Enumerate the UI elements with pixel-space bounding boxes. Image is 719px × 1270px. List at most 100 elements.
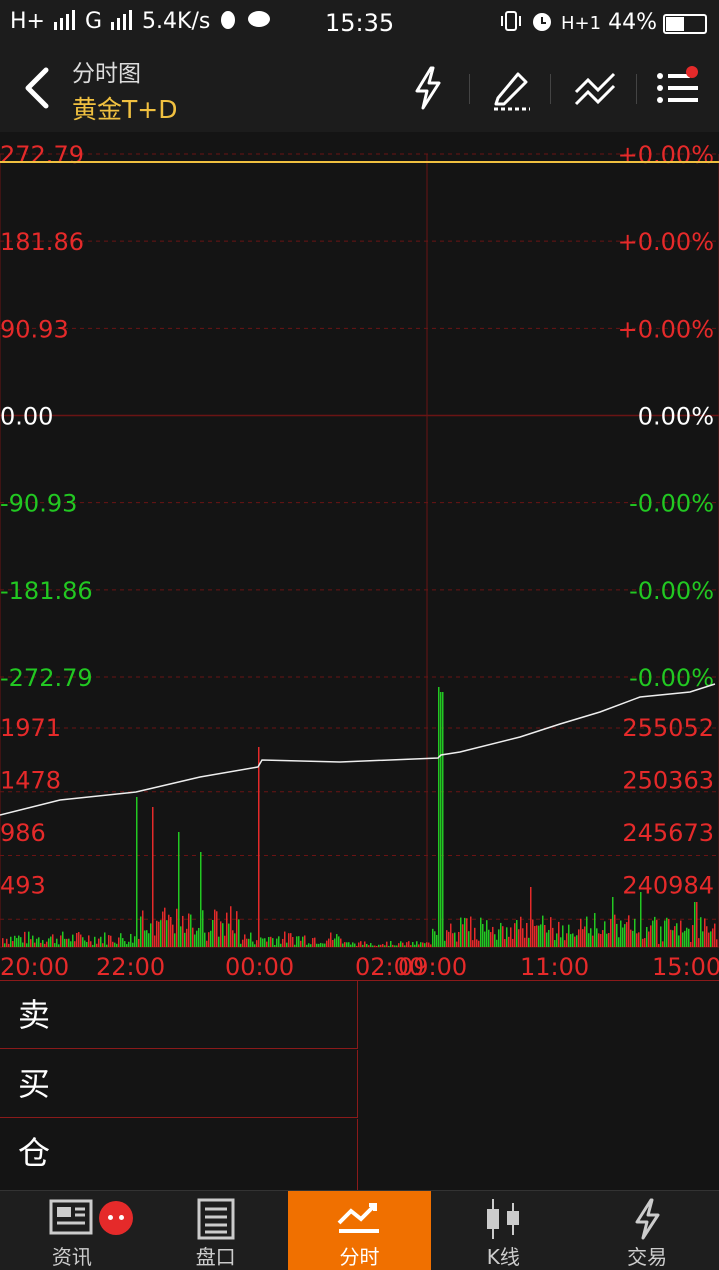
percent-axis-label: +0.00% — [618, 315, 714, 343]
back-arrow-icon[interactable] — [18, 64, 58, 112]
volume-bar — [596, 928, 598, 947]
volume-bar — [324, 943, 326, 947]
price-axis-label: 90.93 — [0, 315, 69, 343]
percent-axis-label: +0.00% — [618, 141, 714, 169]
sell-row[interactable]: 卖 — [0, 981, 358, 1049]
volume-bar — [306, 944, 308, 947]
tab-orderbook[interactable]: 盘口 — [144, 1191, 288, 1270]
price-axis-label: -90.93 — [0, 490, 77, 518]
volume-bar — [112, 941, 114, 947]
volume-bar — [254, 944, 256, 947]
volume-bar — [478, 940, 480, 947]
volume-bar — [640, 892, 642, 947]
time-axis-label: 09:00 — [398, 953, 467, 980]
pencil-icon[interactable] — [488, 64, 536, 112]
tab-timeshare[interactable]: 分时 — [287, 1191, 432, 1270]
vibrate-icon — [501, 11, 522, 31]
volume-bar — [454, 932, 456, 947]
volume-bar — [216, 911, 218, 947]
time-axis-label: 22:00 — [96, 953, 165, 980]
volume-bar — [690, 941, 692, 947]
volume-bar — [642, 938, 644, 947]
volume-bar — [402, 942, 404, 947]
tab-kline[interactable]: K线 — [431, 1191, 575, 1270]
volume-bar — [42, 940, 44, 947]
volume-bar — [460, 917, 462, 947]
volume-bar — [232, 930, 234, 947]
volume-bar — [130, 933, 132, 947]
volume-bar — [204, 932, 206, 947]
volume-bar — [44, 943, 46, 947]
volume-bar — [100, 936, 102, 947]
time-axis-label: 11:00 — [520, 953, 589, 980]
volume-bar — [272, 938, 274, 947]
lightning-icon[interactable] — [404, 64, 452, 112]
volume-bar — [488, 929, 490, 947]
price-axis-label: 272.79 — [0, 141, 84, 169]
volume-bar — [422, 942, 424, 947]
volume-bar — [628, 915, 630, 947]
volume-bar — [398, 943, 400, 947]
volume-bar — [64, 938, 66, 947]
volume-bar — [18, 935, 20, 947]
volume-bar — [600, 934, 602, 947]
volume-bar — [592, 935, 594, 947]
buy-row[interactable]: 买 — [0, 1050, 358, 1118]
bottom-tab-bar: 资讯 盘口 分时 K线 交易 — [0, 1190, 719, 1270]
volume-bar — [426, 942, 428, 947]
volume-bar — [430, 944, 432, 947]
tab-news[interactable]: 资讯 — [0, 1191, 144, 1270]
volume-bar — [92, 944, 94, 947]
volume-bar — [510, 927, 512, 947]
volume-bar — [704, 918, 706, 947]
open-interest-axis-label: 240984 — [622, 872, 714, 900]
volume-bar — [94, 936, 96, 947]
volume-bar — [26, 943, 28, 947]
volume-bar — [524, 937, 526, 947]
volume-bar — [178, 832, 180, 947]
volume-bar — [218, 936, 220, 947]
volume-bar — [536, 925, 538, 947]
volume-bar — [602, 930, 604, 947]
volume-bar — [240, 943, 242, 947]
timeshare-chart[interactable]: 272.79 181.86 90.93 0.00 -90.93 -181.86 -272.7… — [0, 132, 719, 980]
buy-label: 买 — [18, 1065, 51, 1103]
volume-bar — [710, 931, 712, 947]
volume-bar — [498, 929, 500, 947]
volume-bar — [448, 931, 450, 947]
volume-bar — [614, 914, 616, 947]
volume-axis-label: 493 — [0, 872, 46, 900]
volume-bar — [356, 945, 358, 947]
volume-bar — [286, 942, 288, 947]
volume-bar — [486, 920, 488, 947]
volume-bar — [526, 922, 528, 947]
percent-axis-label: +0.00% — [618, 228, 714, 256]
volume-bar — [242, 939, 244, 947]
volume-bar — [466, 918, 468, 947]
menu-list-icon[interactable] — [654, 64, 702, 112]
volume-bar — [554, 940, 556, 947]
volume-bar — [14, 935, 16, 947]
tab-label: 分时 — [339, 1245, 380, 1269]
volume-bar — [588, 933, 590, 947]
volume-bar — [186, 928, 188, 947]
volume-bar — [280, 943, 282, 947]
volume-bar — [276, 938, 278, 947]
tab-trade[interactable]: 交易 — [575, 1191, 719, 1270]
volume-bar — [598, 933, 600, 947]
notification-badge — [99, 1201, 133, 1235]
volume-bar — [638, 932, 640, 947]
volume-bar — [354, 943, 356, 947]
indicator-lines-icon[interactable] — [572, 64, 620, 112]
volume-bar — [312, 938, 314, 947]
volume-bar — [608, 933, 610, 947]
volume-bar — [462, 924, 464, 947]
volume-bar — [404, 945, 406, 947]
volume-bar — [192, 927, 194, 947]
volume-bar — [636, 933, 638, 947]
volume-bar — [238, 919, 240, 947]
volume-bar — [54, 943, 56, 947]
volume-bar — [390, 941, 392, 947]
volume-bar — [476, 939, 478, 947]
position-row[interactable]: 仓 — [0, 1119, 358, 1191]
